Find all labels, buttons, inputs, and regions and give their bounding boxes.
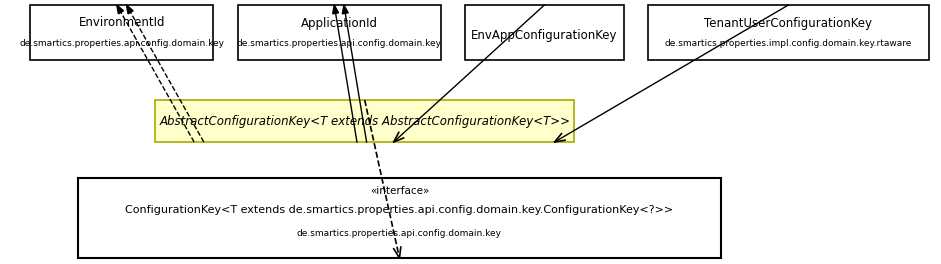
- Polygon shape: [126, 5, 134, 14]
- Bar: [30, 5, 214, 60]
- Text: ApplicationId: ApplicationId: [300, 16, 377, 30]
- Text: ConfigurationKey<T extends de.smartics.properties.api.config.domain.key.Configur: ConfigurationKey<T extends de.smartics.p…: [125, 205, 674, 215]
- Bar: [465, 5, 624, 60]
- Polygon shape: [117, 5, 123, 14]
- Text: «interface»: «interface»: [370, 186, 429, 196]
- Text: de.smartics.properties.api.config.domain.key: de.smartics.properties.api.config.domain…: [236, 39, 441, 48]
- Text: EnvironmentId: EnvironmentId: [78, 16, 165, 30]
- Text: de.smartics.properties.api.config.domain.key: de.smartics.properties.api.config.domain…: [297, 229, 502, 238]
- Text: EnvAppConfigurationKey: EnvAppConfigurationKey: [471, 29, 617, 41]
- Bar: [237, 5, 440, 60]
- Bar: [78, 178, 721, 258]
- Text: AbstractConfigurationKey<T extends AbstractConfigurationKey<T>>: AbstractConfigurationKey<T extends Abstr…: [159, 115, 570, 128]
- Text: de.smartics.properties.impl.config.domain.key.rtaware: de.smartics.properties.impl.config.domai…: [664, 39, 912, 48]
- Polygon shape: [333, 5, 339, 14]
- Polygon shape: [343, 5, 348, 14]
- Text: de.smartics.properties.api.config.domain.key: de.smartics.properties.api.config.domain…: [19, 39, 224, 48]
- Text: TenantUserConfigurationKey: TenantUserConfigurationKey: [705, 16, 872, 30]
- Bar: [648, 5, 929, 60]
- Bar: [155, 100, 574, 142]
